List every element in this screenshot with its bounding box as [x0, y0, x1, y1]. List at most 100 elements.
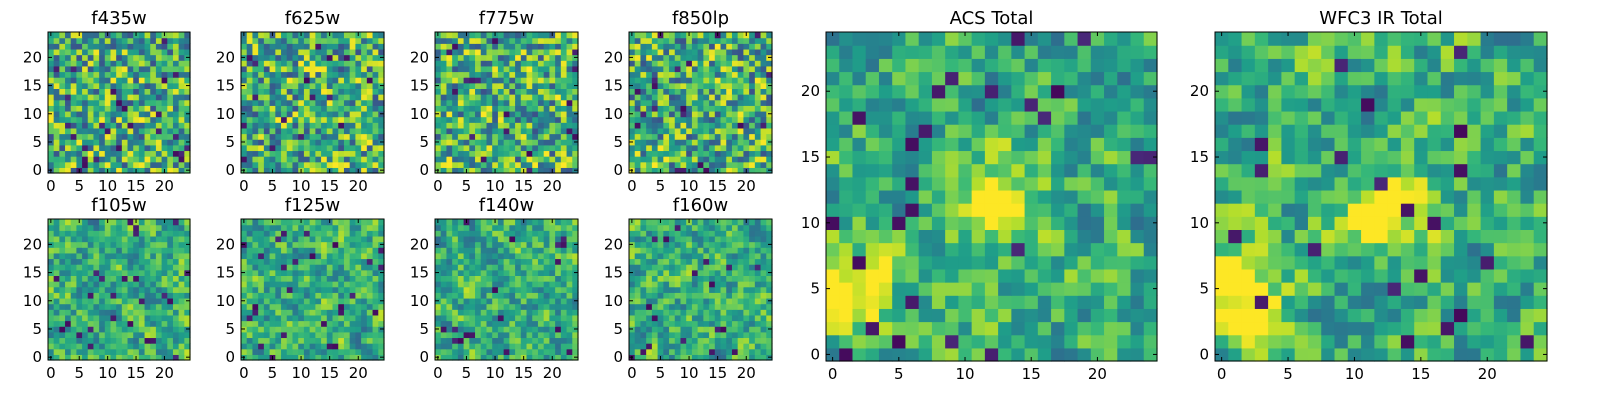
heatmap-cell — [99, 281, 106, 288]
heatmap-cell — [520, 326, 528, 333]
heatmap-cell — [714, 65, 722, 73]
heatmap-cell — [65, 343, 72, 350]
heatmap-cell — [298, 258, 305, 265]
heatmap-cell — [99, 264, 106, 271]
heatmap-cell — [555, 230, 562, 237]
heatmap-cell — [720, 281, 727, 288]
heatmap-cell — [452, 127, 459, 135]
heatmap-cell — [703, 88, 710, 95]
heatmap-cell — [720, 286, 727, 293]
heatmap-cell — [743, 337, 750, 344]
heatmap-cell — [657, 343, 664, 350]
heatmap-cell — [469, 133, 476, 140]
heatmap-cell — [492, 110, 499, 118]
heatmap-cell — [435, 99, 442, 106]
heatmap-cell — [663, 99, 670, 106]
heatmap-cell — [366, 230, 374, 237]
heatmap-cell — [184, 309, 191, 316]
heatmap-cell — [378, 258, 385, 265]
heatmap-cell — [737, 320, 744, 327]
heatmap-cell — [161, 54, 168, 61]
heatmap-cell — [515, 219, 522, 226]
heatmap-cell — [332, 105, 339, 112]
heatmap-cell — [127, 167, 134, 174]
heatmap-cell — [366, 37, 374, 44]
heatmap-cell — [161, 343, 168, 350]
heatmap-cell — [366, 309, 374, 316]
heatmap-cell — [110, 116, 117, 123]
heatmap-cell — [555, 303, 562, 310]
heatmap-cell — [326, 65, 334, 73]
heatmap-cell — [452, 88, 459, 95]
heatmap-cell — [686, 99, 693, 106]
heatmap-cell — [332, 247, 339, 254]
heatmap-cell — [766, 343, 773, 350]
heatmap-cell — [321, 77, 328, 84]
heatmap-cell — [720, 37, 727, 44]
heatmap-cell — [121, 235, 129, 243]
heatmap-cell — [138, 48, 146, 56]
heatmap-cell — [463, 235, 470, 243]
heatmap-cell — [303, 139, 311, 146]
heatmap-cell — [155, 127, 163, 135]
heatmap-cell — [65, 167, 72, 174]
heatmap-cell — [737, 110, 744, 118]
heatmap-cell — [463, 116, 470, 123]
heatmap-cell — [674, 297, 682, 305]
heatmap-cell — [537, 331, 545, 339]
heatmap-cell — [475, 247, 482, 254]
heatmap-cell — [326, 144, 334, 152]
heatmap-cell — [709, 156, 716, 163]
heatmap-cell — [749, 354, 756, 361]
heatmap-cell — [110, 94, 117, 101]
heatmap-cell — [138, 122, 146, 129]
heatmap-cell — [116, 116, 123, 123]
heatmap-cell — [167, 65, 174, 73]
heatmap-cell — [144, 150, 151, 157]
heatmap-cell — [743, 156, 750, 163]
heatmap-cell — [709, 314, 716, 322]
heatmap-cell — [309, 127, 316, 135]
heatmap-cell — [104, 337, 112, 344]
heatmap-cell — [138, 88, 146, 95]
heatmap-cell — [760, 150, 767, 157]
heatmap-cell — [150, 133, 157, 140]
heatmap-cell — [497, 122, 505, 129]
heatmap-cell — [93, 110, 100, 118]
heatmap-cell — [48, 99, 55, 106]
heatmap-cell — [703, 167, 710, 174]
heatmap-cell — [743, 94, 750, 101]
heatmap-cell — [281, 150, 288, 157]
heatmap-cell — [110, 235, 117, 243]
heatmap-cell — [76, 48, 83, 56]
heatmap-cell — [269, 144, 276, 152]
heatmap-cell — [651, 343, 659, 350]
heatmap-cell — [497, 156, 505, 163]
heatmap-cell — [172, 309, 180, 316]
heatmap-cell — [241, 309, 248, 316]
heatmap-cell — [184, 161, 191, 168]
heatmap-cell — [366, 219, 374, 226]
heatmap-cell — [435, 161, 442, 168]
heatmap-cell — [749, 309, 756, 316]
heatmap-cell — [686, 156, 693, 163]
heatmap-cell — [520, 275, 528, 282]
heatmap-cell — [743, 116, 750, 123]
heatmap-cell — [309, 116, 316, 123]
heatmap-cell — [355, 281, 362, 288]
heatmap-cell — [298, 116, 305, 123]
heatmap-cell — [366, 88, 374, 95]
heatmap-cell — [246, 264, 254, 271]
heatmap-cell — [515, 252, 522, 260]
heatmap-cell — [133, 258, 140, 265]
heatmap-cell — [731, 99, 739, 106]
heatmap-cell — [269, 99, 276, 106]
heatmap-cell — [475, 144, 482, 152]
heatmap-cell — [298, 286, 305, 293]
heatmap-cell — [480, 281, 488, 288]
heatmap-cell — [714, 139, 722, 146]
heatmap-cell — [133, 60, 140, 67]
heatmap-cell — [555, 348, 562, 355]
heatmap-cell — [138, 77, 146, 84]
heatmap-cell — [674, 122, 682, 129]
